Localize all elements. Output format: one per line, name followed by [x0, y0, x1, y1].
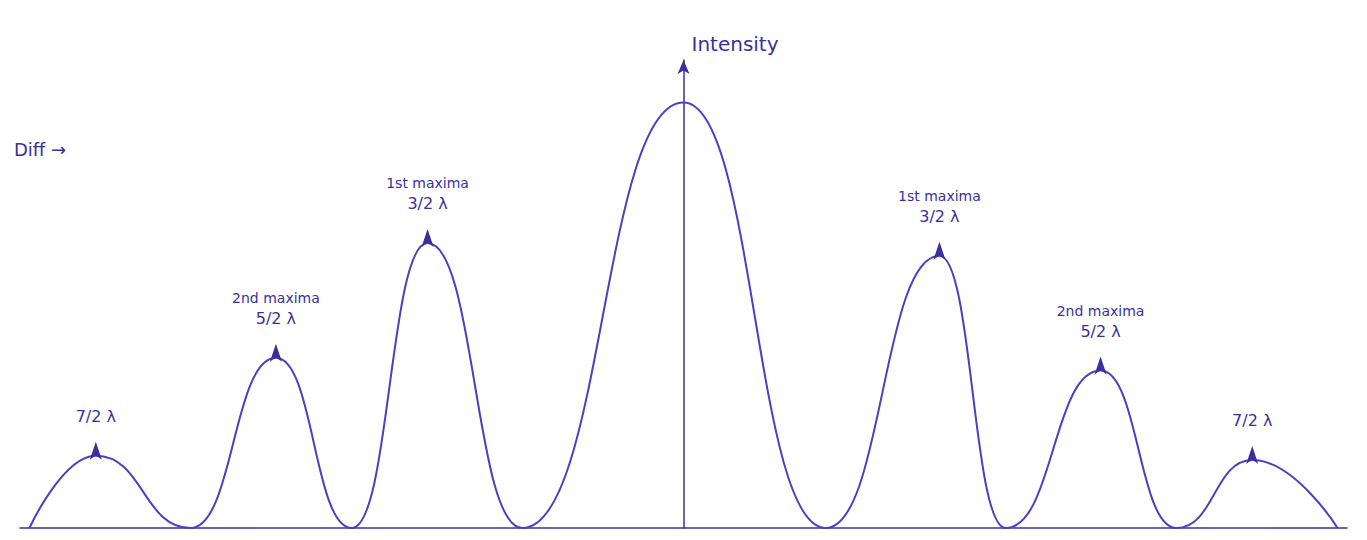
svg-text:1st maxima: 1st maxima	[386, 175, 469, 191]
svg-text:2nd maxima: 2nd maxima	[232, 290, 320, 306]
svg-text:3/2 λ: 3/2 λ	[919, 207, 959, 226]
svg-text:Diff →: Diff →	[14, 139, 66, 160]
svg-text:7/2 λ: 7/2 λ	[1232, 411, 1272, 430]
svg-text:5/2 λ: 5/2 λ	[1080, 322, 1120, 341]
svg-text:Intensity: Intensity	[692, 32, 779, 56]
svg-text:2nd maxima: 2nd maxima	[1057, 303, 1145, 319]
svg-text:7/2 λ: 7/2 λ	[76, 407, 116, 426]
svg-text:1st maxima: 1st maxima	[898, 188, 981, 204]
svg-text:5/2 λ: 5/2 λ	[256, 309, 296, 328]
svg-text:3/2 λ: 3/2 λ	[407, 194, 447, 213]
